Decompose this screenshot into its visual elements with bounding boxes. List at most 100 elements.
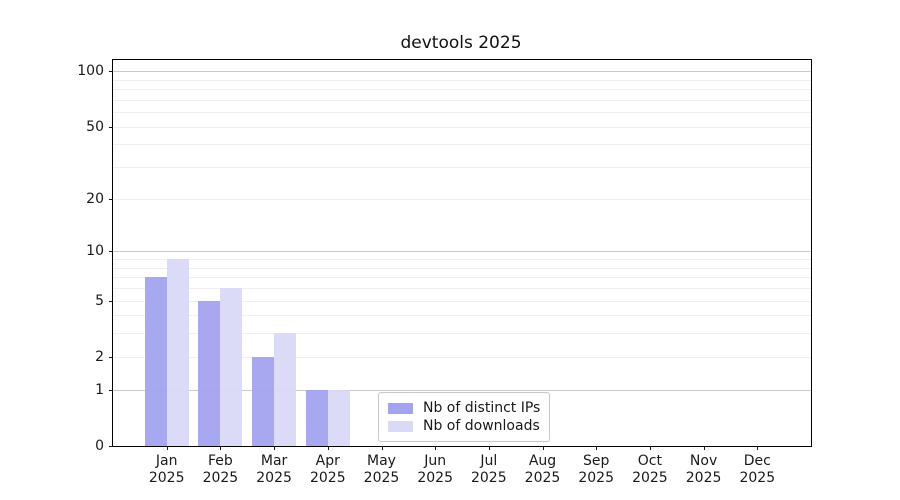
x-tick-month: Apr bbox=[315, 453, 340, 469]
x-tick-label-aug: Aug 2025 bbox=[525, 453, 561, 487]
x-tick-label-dec: Dec 2025 bbox=[739, 453, 775, 487]
gridline-major-1 bbox=[113, 389, 811, 391]
x-tick-mark-dec bbox=[757, 446, 759, 450]
x-tick-mark-apr bbox=[327, 446, 329, 450]
y-tick-label-50: 50 bbox=[86, 118, 104, 135]
x-tick-year: 2025 bbox=[578, 470, 615, 486]
x-tick-label-sep: Sep 2025 bbox=[578, 453, 614, 487]
x-tick-month: Dec bbox=[743, 453, 771, 469]
x-tick-label-jan: Jan 2025 bbox=[149, 453, 185, 487]
x-tick-month: Jan bbox=[155, 453, 178, 469]
x-tick-mark-nov bbox=[703, 446, 705, 450]
plot-area: Nb of distinct IPs Nb of downloads 0 1 2 5 10… bbox=[77, 59, 812, 486]
x-tick-month: Feb bbox=[207, 453, 233, 469]
gridline-minor-9 bbox=[113, 259, 811, 260]
gridline-minor-2 bbox=[113, 356, 811, 358]
gridline-major-100 bbox=[113, 71, 811, 73]
x-tick-month: Jun bbox=[424, 453, 447, 469]
x-tick-year: 2025 bbox=[524, 470, 561, 486]
legend-label-nb-of-distinct-ips: Nb of distinct IPs bbox=[423, 400, 541, 416]
legend-row-nb-of-distinct-ips: Nb of distinct IPs bbox=[388, 400, 540, 416]
gridline-minor-3 bbox=[113, 333, 811, 335]
x-tick-year: 2025 bbox=[739, 470, 776, 486]
bar-nb-of-downloads-mar bbox=[274, 333, 297, 446]
x-tick-mark-sep bbox=[596, 446, 598, 450]
gridline-minor-60 bbox=[113, 112, 811, 114]
x-tick-month: Jul bbox=[480, 453, 498, 469]
x-tick-mark-jul bbox=[488, 446, 490, 450]
x-tick-label-nov: Nov 2025 bbox=[686, 453, 722, 487]
y-tick-label-20: 20 bbox=[86, 190, 104, 207]
x-tick-mark-jun bbox=[435, 446, 437, 450]
y-tick-label-0: 0 bbox=[95, 438, 104, 454]
y-tick-mark-20 bbox=[109, 198, 113, 200]
x-tick-mark-feb bbox=[220, 446, 222, 450]
x-tick-month: Sep bbox=[582, 453, 610, 469]
x-tick-year: 2025 bbox=[363, 470, 400, 486]
gridline-minor-30 bbox=[113, 167, 811, 169]
x-tick-mark-oct bbox=[649, 446, 651, 450]
x-tick-month: Nov bbox=[689, 453, 718, 469]
bar-nb-of-downloads-feb bbox=[220, 288, 243, 446]
y-tick-label-1: 1 bbox=[95, 381, 104, 398]
bar-nb-of-distinct-ips-feb bbox=[198, 300, 221, 446]
legend: Nb of distinct IPs Nb of downloads bbox=[378, 392, 551, 442]
x-tick-mark-may bbox=[381, 446, 383, 450]
x-tick-year: 2025 bbox=[632, 470, 668, 486]
y-tick-mark-2 bbox=[109, 356, 113, 358]
x-tick-label-may: May 2025 bbox=[364, 453, 400, 487]
gridline-minor-70 bbox=[113, 99, 811, 101]
x-tick-mark-aug bbox=[542, 446, 544, 450]
y-tick-mark-10 bbox=[109, 251, 113, 253]
chart-title: devtools 2025 bbox=[400, 33, 522, 53]
x-tick-label-feb: Feb 2025 bbox=[203, 453, 239, 487]
y-tick-mark-0 bbox=[109, 446, 113, 447]
x-tick-year: 2025 bbox=[256, 470, 292, 486]
x-tick-label-jun: Jun 2025 bbox=[417, 453, 453, 487]
legend-row-nb-of-downloads: Nb of downloads bbox=[388, 418, 540, 434]
bar-nb-of-downloads-jan bbox=[166, 259, 189, 446]
bar-nb-of-distinct-ips-mar bbox=[252, 356, 275, 446]
legend-label-nb-of-downloads: Nb of downloads bbox=[423, 418, 540, 434]
x-tick-mark-jan bbox=[166, 446, 168, 450]
gridline-major-10 bbox=[113, 251, 811, 253]
x-tick-label-oct: Oct 2025 bbox=[632, 453, 668, 487]
x-tick-year: 2025 bbox=[202, 470, 239, 486]
gridline-minor-8 bbox=[113, 267, 811, 269]
x-tick-label-jul: Jul 2025 bbox=[471, 453, 507, 487]
gridline-minor-90 bbox=[113, 79, 811, 81]
x-tick-year: 2025 bbox=[148, 470, 185, 486]
y-tick-label-100: 100 bbox=[77, 63, 104, 80]
y-tick-mark-5 bbox=[109, 300, 113, 302]
gridline-minor-40 bbox=[113, 144, 811, 146]
gridline-minor-80 bbox=[113, 89, 811, 91]
legend-swatch-nb-of-downloads bbox=[388, 420, 413, 432]
x-tick-month: Mar bbox=[260, 453, 288, 469]
x-tick-year: 2025 bbox=[470, 470, 507, 486]
gridline-minor-6 bbox=[113, 288, 811, 289]
x-tick-label-apr: Apr 2025 bbox=[310, 453, 346, 487]
bar-nb-of-downloads-apr bbox=[327, 389, 350, 446]
bar-nb-of-distinct-ips-apr bbox=[305, 389, 328, 446]
gridline-minor-5 bbox=[113, 300, 811, 302]
x-tick-mark-mar bbox=[274, 446, 276, 450]
bar-nb-of-distinct-ips-jan bbox=[144, 277, 167, 446]
x-tick-month: Oct bbox=[637, 453, 662, 469]
x-tick-year: 2025 bbox=[417, 470, 454, 486]
x-tick-year: 2025 bbox=[685, 470, 722, 486]
x-tick-label-mar: Mar 2025 bbox=[256, 453, 292, 487]
x-tick-year: 2025 bbox=[309, 470, 346, 486]
gridline-minor-4 bbox=[113, 315, 811, 317]
y-tick-mark-50 bbox=[109, 126, 113, 128]
gridline-minor-7 bbox=[113, 277, 811, 279]
y-tick-label-2: 2 bbox=[95, 348, 104, 365]
y-tick-label-5: 5 bbox=[95, 292, 104, 309]
y-tick-label-10: 10 bbox=[86, 243, 104, 260]
x-tick-month: Aug bbox=[528, 453, 557, 469]
gridline-minor-50 bbox=[113, 126, 811, 128]
y-tick-mark-1 bbox=[109, 389, 113, 391]
y-tick-mark-100 bbox=[109, 71, 113, 73]
x-tick-month: May bbox=[367, 453, 396, 469]
gridline-minor-20 bbox=[113, 198, 811, 200]
